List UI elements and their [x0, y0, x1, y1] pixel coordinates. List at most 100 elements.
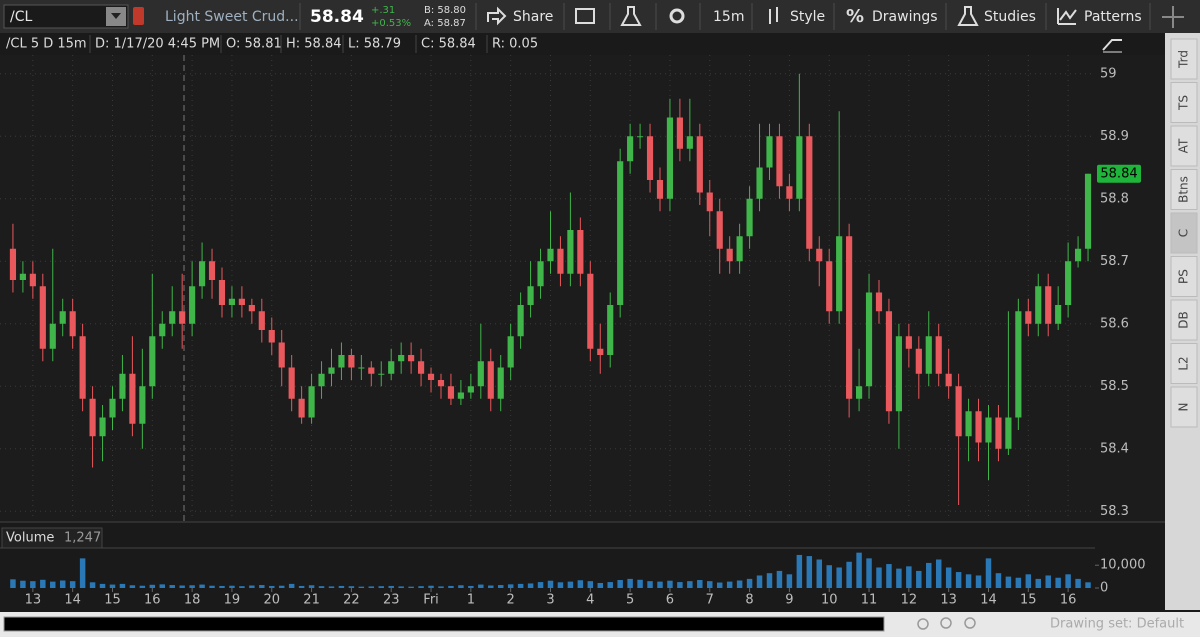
- toolbar-button[interactable]: Style: [790, 9, 825, 25]
- volume-bar: [488, 585, 494, 588]
- volume-bar: [249, 585, 255, 588]
- link-button[interactable]: [133, 7, 144, 25]
- candle-body: [786, 186, 793, 199]
- scrollbar[interactable]: [3, 616, 885, 632]
- candle-body: [139, 386, 146, 424]
- candle-body: [656, 180, 664, 199]
- candle-body: [955, 386, 962, 437]
- candle-body: [746, 198, 753, 237]
- volume-bar: [866, 558, 872, 588]
- candle-body: [1005, 417, 1012, 449]
- candle-body: [298, 398, 305, 418]
- candle-body: [189, 286, 196, 324]
- candle-body: [865, 292, 873, 387]
- volume-label-box: [1, 527, 103, 549]
- candle-body: [437, 380, 445, 387]
- candle-body: [208, 261, 216, 280]
- toolbar-button[interactable]: Drawings: [872, 9, 938, 25]
- info-items: /CL 5 D 15m D: 1/17/20 4:45 PM O: 58.81 H: …: [6, 35, 538, 53]
- candle-body: [218, 280, 226, 305]
- volume-bar: [418, 586, 424, 588]
- candle-body: [527, 286, 534, 305]
- settings-icon[interactable]: [669, 8, 685, 24]
- candle-body: [388, 361, 395, 374]
- side-tab-label: C: [1177, 229, 1191, 237]
- candle-body: [676, 117, 683, 149]
- flask-icon[interactable]: [620, 6, 642, 26]
- panel-subtitle: 1,247: [64, 531, 101, 546]
- volume-bar: [945, 567, 952, 588]
- x-tick-label: 18: [184, 593, 201, 608]
- volume-bar: [119, 583, 126, 588]
- x-tick-label: 15: [104, 593, 121, 608]
- volume-bar: [736, 580, 743, 588]
- volume-bar: [627, 578, 633, 588]
- side-tab[interactable]: [1170, 343, 1198, 384]
- side-tab[interactable]: [1170, 125, 1198, 167]
- volume-bar: [388, 585, 394, 588]
- x-tick-label: 13: [25, 593, 42, 608]
- candle-body: [706, 192, 713, 212]
- volume-bar: [358, 586, 365, 588]
- ask: A: 58.87: [424, 18, 466, 29]
- volume-bar: [448, 585, 454, 588]
- volume-bar: [1065, 574, 1071, 588]
- candle-body: [179, 311, 186, 324]
- volume-bar: [278, 585, 285, 588]
- symbol-box[interactable]: [3, 4, 129, 29]
- volume-bar: [557, 582, 564, 588]
- volume-bar: [30, 581, 36, 588]
- side-tab[interactable]: [1170, 256, 1198, 297]
- trend-icon[interactable]: [1102, 39, 1122, 51]
- candle-body: [89, 398, 96, 437]
- volume-bar: [239, 586, 245, 588]
- volume-bar: [1005, 576, 1012, 588]
- last-price-badge: [1097, 164, 1141, 183]
- side-tab[interactable]: [1170, 386, 1198, 428]
- side-tab[interactable]: [1170, 82, 1198, 123]
- x-tick-label: 9: [785, 593, 793, 608]
- volume-bar: [527, 583, 534, 588]
- zoom-controls[interactable]: [917, 617, 976, 630]
- separators: [299, 3, 1151, 30]
- maximize[interactable]: [1162, 6, 1184, 28]
- candle-body: [607, 305, 614, 355]
- x-tick-label: 10: [821, 593, 838, 608]
- y-tick-label: 58.7: [1100, 254, 1129, 269]
- x-tick-label: 14: [64, 593, 81, 608]
- time-axis: [0, 588, 1095, 612]
- candle-body: [895, 336, 902, 412]
- x-tick-label: 2: [507, 593, 515, 608]
- volume-bar: [1055, 577, 1061, 588]
- candle-body: [617, 161, 624, 305]
- side-tab[interactable]: [1170, 212, 1198, 254]
- x-tick-label: 21: [303, 593, 320, 608]
- candle-body: [99, 417, 106, 437]
- x-tick-label: 23: [383, 593, 400, 608]
- candle-body: [587, 273, 594, 349]
- candle-body: [557, 248, 564, 274]
- side-tab[interactable]: [1170, 38, 1198, 80]
- volume-bar: [707, 581, 713, 588]
- y-tick-label: 58.4: [1100, 441, 1129, 456]
- candle-body: [995, 417, 1002, 449]
- toolbar-button[interactable]: Studies: [984, 9, 1036, 25]
- candle-body: [9, 248, 17, 280]
- alert-icon[interactable]: [575, 8, 595, 24]
- candle-body: [1025, 311, 1032, 324]
- candle-body: [935, 336, 942, 374]
- volume-bar: [69, 581, 76, 588]
- side-tab[interactable]: [1170, 299, 1198, 341]
- toolbar-button[interactable]: 15m: [713, 9, 744, 25]
- volume-bar: [478, 584, 484, 588]
- volume-bar: [796, 554, 803, 588]
- toolbar-button[interactable]: Patterns: [1084, 9, 1142, 25]
- side-tab-label: N: [1177, 403, 1191, 412]
- toolbar-button[interactable]: Share: [513, 9, 553, 25]
- volume-bar: [716, 582, 723, 588]
- side-tab[interactable]: [1170, 169, 1198, 210]
- volume-bar: [846, 561, 852, 588]
- volume-bar: [368, 586, 375, 588]
- volume-bar: [149, 584, 156, 588]
- volume-bar: [259, 585, 265, 588]
